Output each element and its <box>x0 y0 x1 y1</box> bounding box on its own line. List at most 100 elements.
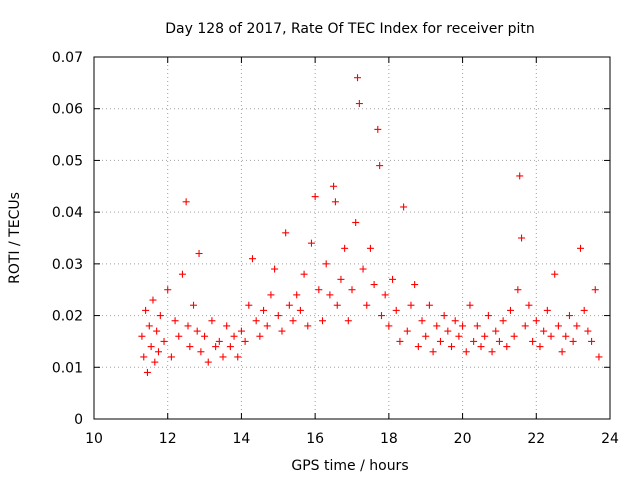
data-point <box>400 203 408 211</box>
data-point <box>184 322 192 330</box>
data-point <box>440 312 448 320</box>
data-point <box>396 337 404 345</box>
data-point <box>160 337 168 345</box>
y-tick-label: 0.01 <box>52 360 83 376</box>
data-point <box>311 193 319 201</box>
data-point <box>436 337 444 345</box>
x-tick-label: 12 <box>159 431 177 447</box>
data-point <box>175 332 183 340</box>
data-point <box>271 265 279 273</box>
data-point <box>147 343 155 351</box>
data-point <box>171 317 179 325</box>
x-tick-label: 10 <box>85 431 103 447</box>
data-point <box>547 332 555 340</box>
data-point <box>149 296 157 304</box>
data-point <box>322 260 330 268</box>
data-point <box>558 348 566 356</box>
data-point <box>190 301 198 309</box>
data-points <box>138 74 603 376</box>
data-point <box>278 327 286 335</box>
data-point <box>525 301 533 309</box>
data-point <box>307 239 315 247</box>
data-point <box>425 301 433 309</box>
data-point <box>470 337 478 345</box>
data-point <box>562 332 570 340</box>
data-point <box>274 312 282 320</box>
data-point <box>418 317 426 325</box>
data-point <box>197 348 205 356</box>
data-point <box>201 332 209 340</box>
data-point <box>293 291 301 299</box>
x-tick-label: 16 <box>306 431 324 447</box>
data-point <box>263 322 271 330</box>
data-point <box>300 270 308 278</box>
y-tick-labels: 0 0.01 0.02 0.03 0.04 0.05 0.06 0.07 <box>52 50 83 428</box>
data-point <box>330 182 338 190</box>
data-point <box>403 327 411 335</box>
data-point <box>459 322 467 330</box>
x-tick-label: 22 <box>527 431 545 447</box>
data-point <box>296 306 304 314</box>
data-point <box>374 125 382 133</box>
data-point <box>230 332 238 340</box>
data-point <box>429 348 437 356</box>
grid-lines <box>94 57 610 419</box>
data-point <box>326 291 334 299</box>
data-point <box>219 353 227 361</box>
data-point <box>407 301 415 309</box>
data-point <box>569 337 577 345</box>
data-point <box>532 317 540 325</box>
data-point <box>248 255 256 263</box>
y-tick-label: 0.07 <box>52 50 83 66</box>
x-tick-label: 18 <box>380 431 398 447</box>
data-point <box>577 244 585 252</box>
data-point <box>488 348 496 356</box>
data-point <box>506 306 514 314</box>
data-point <box>516 172 524 180</box>
data-point <box>565 312 573 320</box>
data-point <box>484 312 492 320</box>
data-point <box>503 343 511 351</box>
plot-frame <box>93 56 611 420</box>
data-point <box>164 286 172 294</box>
data-point <box>499 317 507 325</box>
data-point <box>182 198 190 206</box>
data-point <box>381 291 389 299</box>
data-point <box>234 353 242 361</box>
data-point <box>433 322 441 330</box>
data-point <box>226 343 234 351</box>
data-point <box>366 244 374 252</box>
data-point <box>584 327 592 335</box>
data-point <box>341 244 349 252</box>
y-tick-label: 0.06 <box>52 102 83 118</box>
data-point <box>208 317 216 325</box>
data-point <box>462 348 470 356</box>
x-axis-label: GPS time / hours <box>291 458 408 474</box>
data-point <box>142 306 150 314</box>
data-point <box>215 337 223 345</box>
data-point <box>352 218 360 226</box>
data-point <box>554 322 562 330</box>
data-point <box>510 332 518 340</box>
axis-ticks <box>93 56 611 420</box>
data-point <box>466 301 474 309</box>
data-point <box>376 162 384 170</box>
data-point <box>212 343 220 351</box>
data-point <box>455 332 463 340</box>
data-point <box>355 100 363 108</box>
data-point <box>282 229 290 237</box>
data-point <box>267 291 275 299</box>
data-point <box>392 306 400 314</box>
data-point <box>153 327 161 335</box>
data-point <box>315 286 323 294</box>
data-point <box>385 322 393 330</box>
data-point <box>448 343 456 351</box>
y-tick-label: 0.04 <box>52 205 83 221</box>
data-point <box>289 317 297 325</box>
data-point <box>411 281 419 289</box>
data-point <box>195 250 203 258</box>
data-point <box>256 332 264 340</box>
data-point <box>529 337 537 345</box>
data-point <box>543 306 551 314</box>
data-point <box>186 343 194 351</box>
